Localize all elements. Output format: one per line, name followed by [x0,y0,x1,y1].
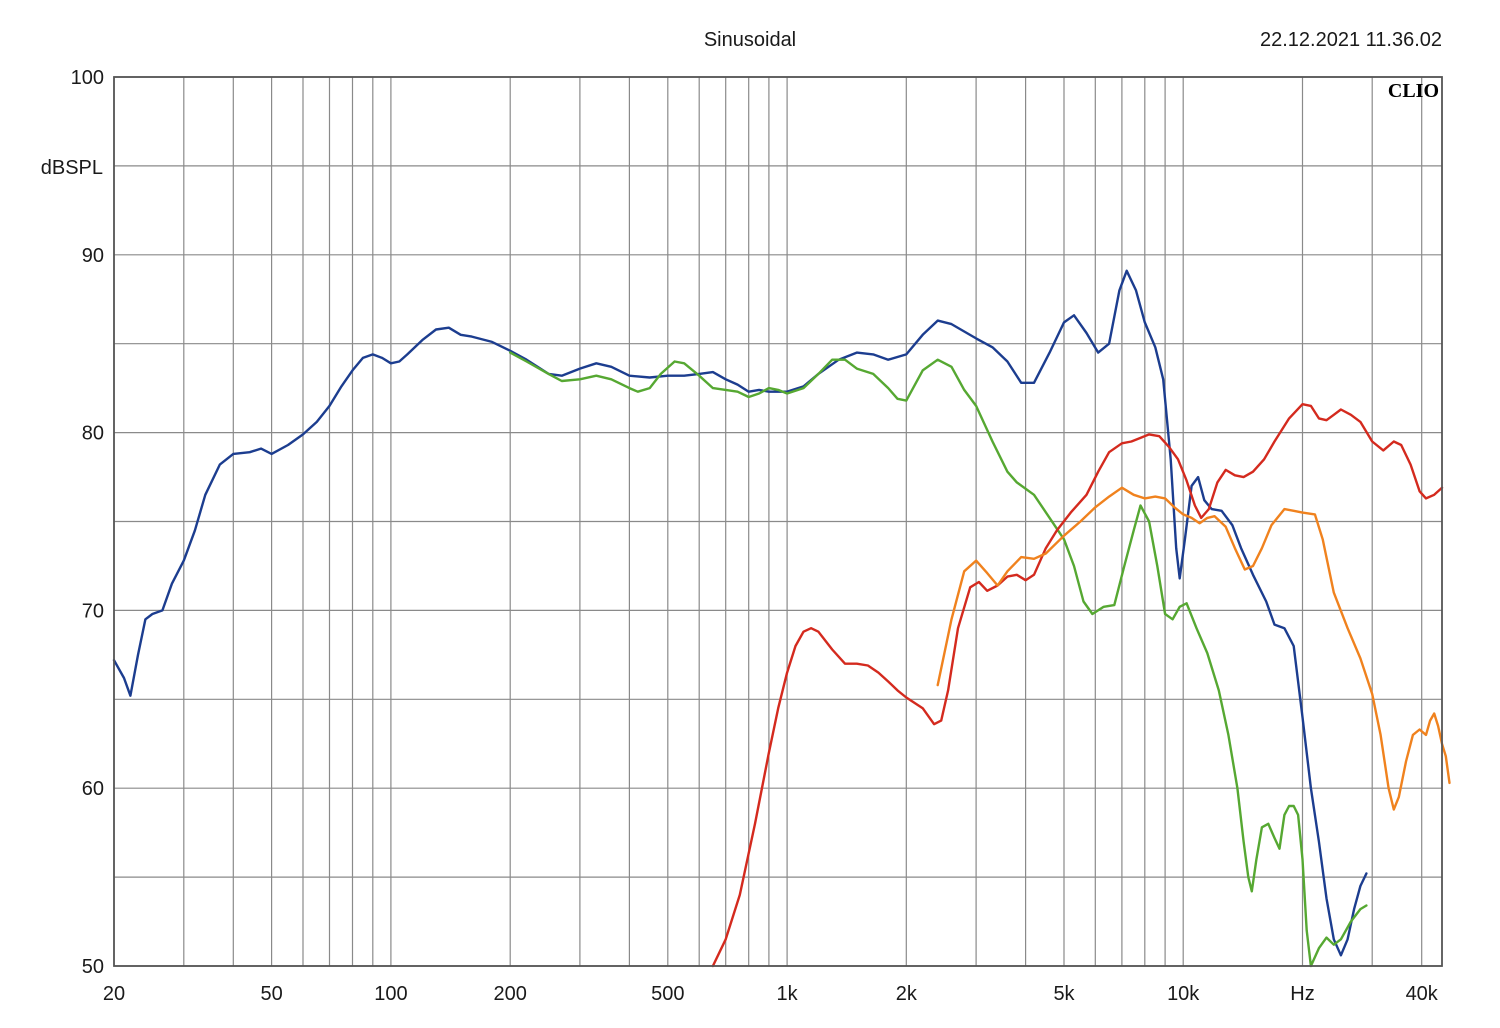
x-tick-label: 5k [1053,983,1075,1005]
y-tick-label: 70 [82,600,104,622]
series-line-2 [509,351,1368,968]
y-tick-label: 100 [71,67,104,89]
y-tick-label: 80 [82,423,104,445]
timestamp-label: 22.12.2021 11.36.02 [1260,29,1442,51]
measurement-mode-label: Sinusoidal [704,29,796,51]
x-axis-unit-label: Hz [1290,983,1314,1005]
y-axis-unit-label: dBSPL [41,157,103,179]
x-tick-label: 2k [896,983,918,1005]
plot-frame [113,76,1443,967]
x-tick-label: 40k [1406,983,1439,1005]
x-tick-label: 1k [777,983,799,1005]
y-tick-label: 50 [82,956,104,978]
tick-labels: 50 60 70 80 90 100 20 50 100 200 500 1k 2k 5k 10k 40k Hz [71,67,1439,1005]
series-line-1 [112,269,1368,957]
series-line-3 [711,403,1444,968]
y-tick-label: 60 [82,778,104,800]
x-tick-label: 100 [374,983,407,1005]
x-tick-label: 200 [494,983,527,1005]
y-tick-label: 90 [82,245,104,267]
x-tick-label: 50 [260,983,282,1005]
data-series [112,269,1451,968]
series-line-4 [936,486,1451,811]
x-tick-label: 500 [651,983,684,1005]
clio-logo: CLIO [1388,80,1439,102]
x-tick-label: 20 [103,983,125,1005]
x-tick-label: 10k [1167,983,1200,1005]
